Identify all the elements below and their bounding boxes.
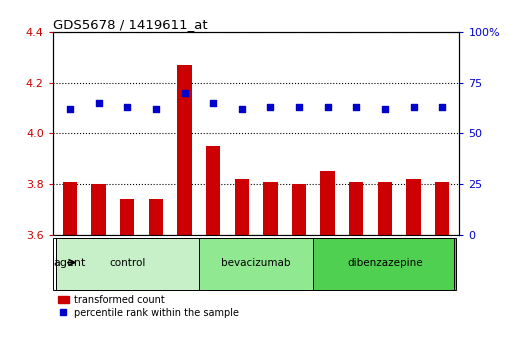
Point (409, 104, 418, 110)
Point (238, 106, 246, 112)
Point (95, 100, 103, 106)
Point (123, 104, 131, 110)
Bar (320, 171, 335, 235)
Bar (378, 182, 392, 235)
Text: GDS5678 / 1419611_at: GDS5678 / 1419611_at (53, 18, 208, 31)
Bar (149, 199, 163, 235)
Text: control: control (109, 258, 145, 268)
Bar (120, 199, 135, 235)
Text: dibenzazepine: dibenzazepine (347, 258, 423, 268)
Bar (63, 182, 77, 235)
Text: bevacizumab: bevacizumab (221, 258, 291, 268)
Point (324, 104, 332, 110)
Point (295, 104, 303, 110)
Point (438, 104, 446, 110)
Bar (407, 179, 421, 235)
Bar (55, 238, 199, 290)
Bar (349, 182, 363, 235)
Point (180, 90, 188, 96)
Bar (435, 182, 449, 235)
Point (209, 100, 218, 106)
Text: agent: agent (53, 258, 86, 268)
Bar (292, 184, 306, 235)
Point (352, 104, 361, 110)
Bar (313, 238, 457, 290)
Legend: transformed count, percentile rank within the sample: transformed count, percentile rank withi… (58, 295, 239, 318)
Bar (263, 182, 278, 235)
Bar (234, 179, 249, 235)
Bar (206, 146, 220, 235)
Point (66, 106, 74, 112)
Bar (199, 238, 313, 290)
Point (266, 104, 275, 110)
Bar (177, 65, 192, 235)
Bar (91, 184, 106, 235)
Point (381, 106, 389, 112)
Point (152, 106, 160, 112)
